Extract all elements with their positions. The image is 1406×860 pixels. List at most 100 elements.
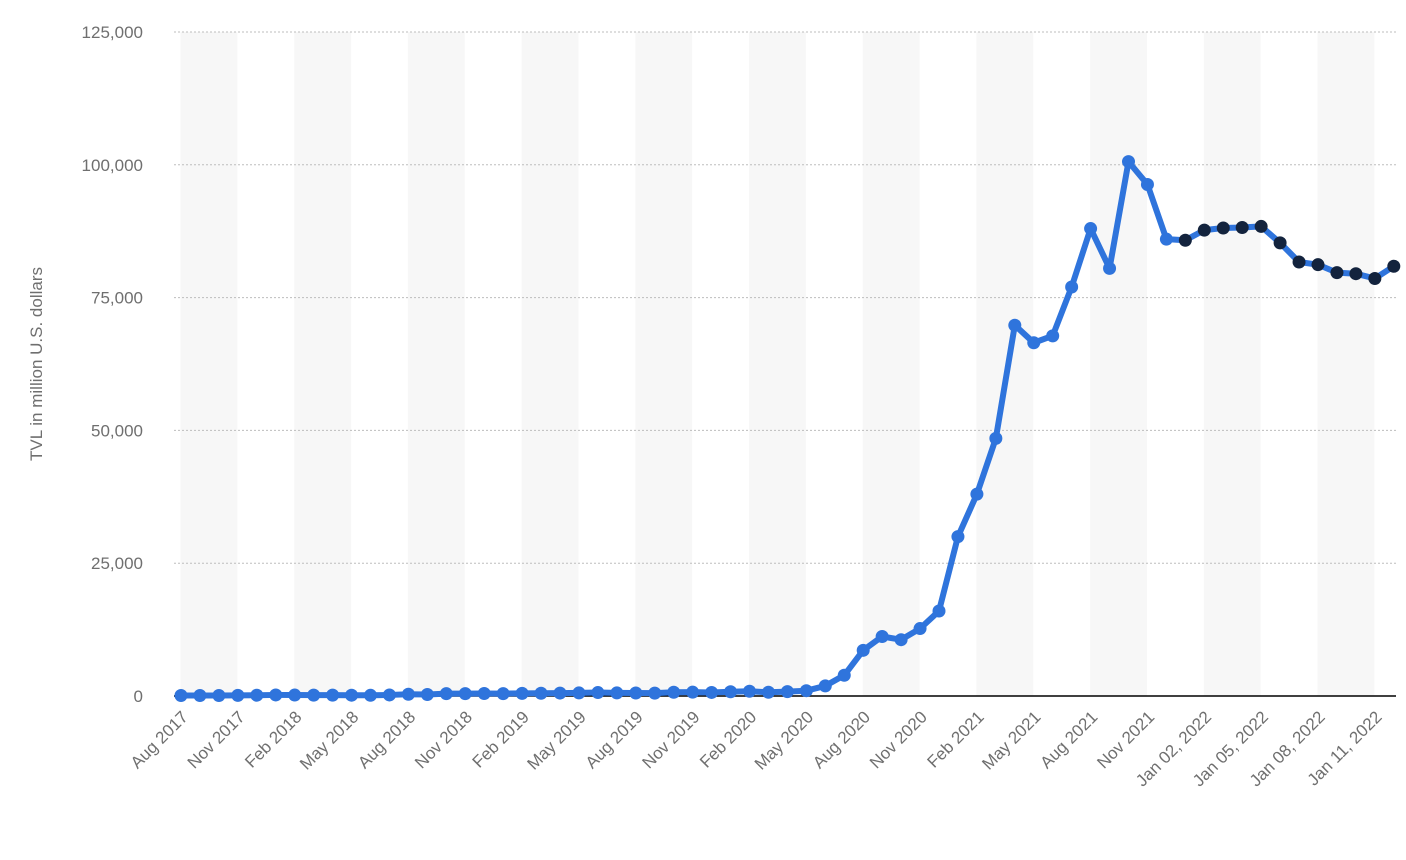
data-point xyxy=(894,633,908,647)
x-tick-label: Nov 2019 xyxy=(639,707,704,772)
y-tick-label: 100,000 xyxy=(82,156,143,175)
data-point xyxy=(496,687,510,701)
data-point xyxy=(724,685,738,699)
data-point xyxy=(553,686,567,700)
data-point xyxy=(667,685,681,699)
data-point xyxy=(856,643,870,657)
background-band xyxy=(635,32,693,696)
x-tick-label: Aug 2020 xyxy=(809,707,874,772)
data-point xyxy=(1046,329,1060,343)
data-point xyxy=(970,487,984,501)
y-tick-label: 0 xyxy=(134,687,143,706)
data-point xyxy=(534,686,548,700)
x-tick-label: Nov 2018 xyxy=(411,707,476,772)
y-axis-label: TVL in million U.S. dollars xyxy=(27,267,46,461)
background-band xyxy=(749,32,806,696)
data-points xyxy=(174,155,1401,702)
y-tick-label: 25,000 xyxy=(91,554,143,573)
x-tick-label: Feb 2018 xyxy=(241,707,305,771)
data-point xyxy=(648,686,662,700)
data-point xyxy=(686,685,700,699)
data-point xyxy=(761,685,775,699)
data-point xyxy=(439,687,453,701)
data-point xyxy=(1330,266,1344,280)
background-band xyxy=(521,32,579,696)
data-point xyxy=(799,684,813,698)
data-point xyxy=(1368,271,1382,285)
x-tick-label: May 2018 xyxy=(296,707,362,773)
background-band xyxy=(1090,32,1147,696)
data-point xyxy=(364,688,377,702)
data-point xyxy=(174,688,188,702)
data-point xyxy=(1008,318,1022,332)
data-point xyxy=(1387,259,1401,273)
data-point xyxy=(401,687,415,701)
x-tick-label: Nov 2017 xyxy=(184,707,249,772)
background-band xyxy=(294,32,352,696)
data-point xyxy=(951,530,965,544)
x-tick-label: Aug 2019 xyxy=(582,707,647,772)
data-point xyxy=(932,604,946,618)
data-point xyxy=(1178,233,1192,247)
data-point xyxy=(1216,221,1230,235)
data-point xyxy=(288,688,302,702)
data-point xyxy=(837,668,851,682)
data-point xyxy=(1122,155,1135,169)
x-tick-label: May 2019 xyxy=(524,707,590,773)
x-tick-label: May 2021 xyxy=(978,707,1044,773)
data-point xyxy=(780,685,794,699)
background-band xyxy=(407,32,465,696)
background-band xyxy=(180,32,238,696)
data-point xyxy=(326,688,340,702)
data-point xyxy=(231,688,245,702)
data-point xyxy=(1197,223,1211,237)
data-point xyxy=(610,686,624,700)
data-point xyxy=(1103,261,1117,275)
data-point xyxy=(458,687,472,701)
background-band xyxy=(862,32,920,696)
data-point xyxy=(1349,267,1363,281)
background-bands xyxy=(180,32,1375,696)
data-point xyxy=(818,679,832,693)
data-point xyxy=(212,688,226,702)
data-point xyxy=(345,688,359,702)
data-point xyxy=(572,686,586,700)
data-point xyxy=(1084,222,1098,236)
x-tick-label: Aug 2017 xyxy=(127,707,192,772)
data-point xyxy=(875,630,889,644)
x-tick-label: Feb 2021 xyxy=(923,707,987,771)
data-point xyxy=(250,688,264,702)
data-point xyxy=(989,431,1003,445)
x-tick-label: Nov 2020 xyxy=(866,707,931,772)
y-tick-label: 50,000 xyxy=(91,421,143,440)
data-point xyxy=(743,684,756,698)
data-point xyxy=(1065,280,1079,294)
data-point xyxy=(515,686,529,700)
background-band xyxy=(1317,32,1375,696)
data-point xyxy=(1292,255,1306,269)
data-point xyxy=(705,685,719,699)
data-point xyxy=(1027,336,1041,350)
data-point xyxy=(1159,232,1173,246)
data-point xyxy=(420,688,434,702)
x-tick-label: Feb 2020 xyxy=(696,707,760,771)
y-tick-label: 75,000 xyxy=(91,289,143,308)
data-point xyxy=(591,686,605,700)
data-point xyxy=(1273,236,1287,250)
x-tick-label: Feb 2019 xyxy=(469,707,533,771)
data-point xyxy=(1140,177,1154,191)
background-band xyxy=(976,32,1034,696)
data-point xyxy=(1254,219,1268,233)
data-point xyxy=(269,688,283,702)
data-point xyxy=(1235,220,1249,234)
y-axis-ticks: 0 25,000 50,000 75,000 100,000 125,000 xyxy=(82,23,143,706)
data-point xyxy=(193,688,207,702)
data-point xyxy=(913,622,927,636)
data-point xyxy=(1311,258,1325,272)
x-tick-label: Aug 2021 xyxy=(1037,707,1102,772)
data-point xyxy=(477,687,491,701)
data-point xyxy=(629,686,643,700)
x-tick-label: Aug 2018 xyxy=(354,707,419,772)
